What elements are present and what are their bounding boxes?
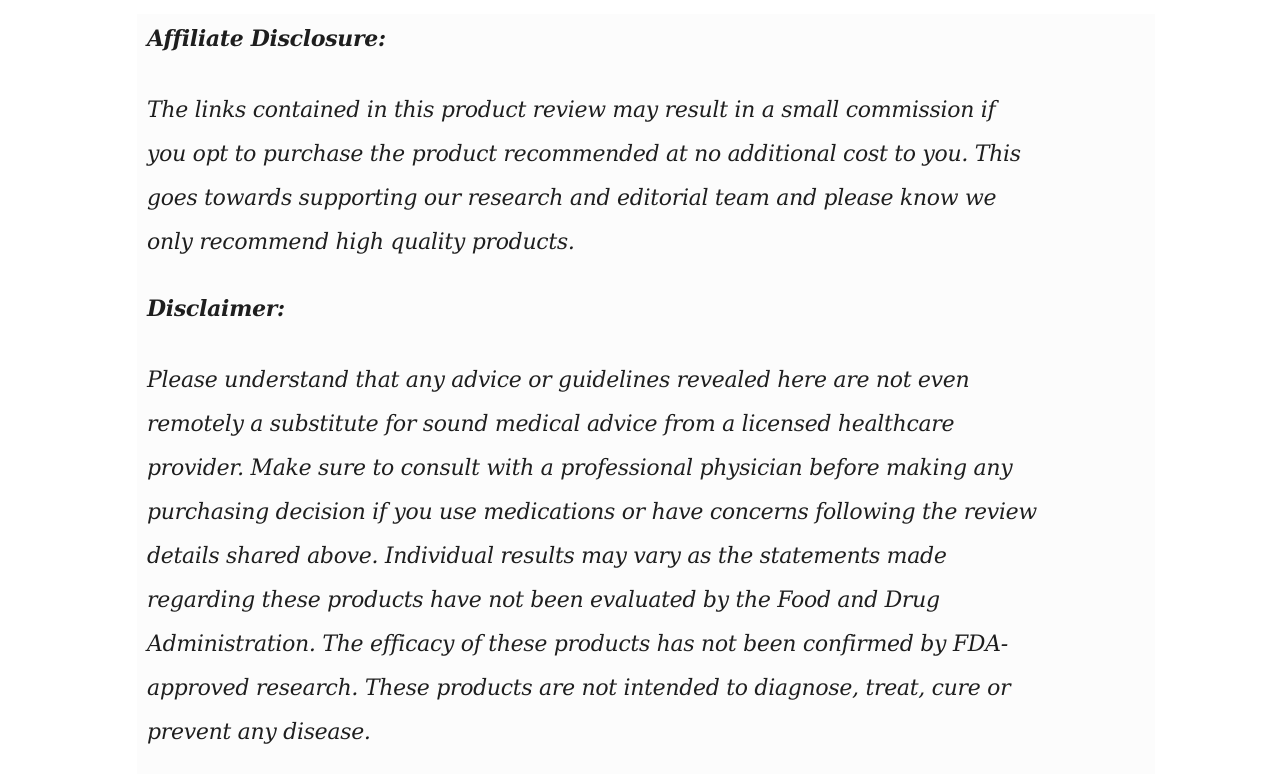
disclaimer-heading: Disclaimer: bbox=[147, 296, 285, 322]
text-line: you opt to purchase the product recommen… bbox=[147, 142, 1021, 167]
disclosure-container bbox=[137, 14, 1155, 774]
text-line: details shared above. Individual results… bbox=[147, 544, 947, 569]
text-line: only recommend high quality products. bbox=[147, 230, 575, 255]
text-line: remotely a substitute for sound medical … bbox=[147, 412, 955, 437]
text-line: provider. Make sure to consult with a pr… bbox=[147, 456, 1013, 481]
text-line: regarding these products have not been e… bbox=[147, 588, 940, 613]
text-line: The links contained in this product revi… bbox=[147, 98, 996, 123]
text-line: goes towards supporting our research and… bbox=[147, 186, 997, 211]
disclaimer-text: Please understand that any advice or gui… bbox=[147, 359, 1037, 755]
text-line: purchasing decision if you use medicatio… bbox=[147, 500, 1037, 525]
affiliate-disclosure-text: The links contained in this product revi… bbox=[147, 89, 1021, 265]
affiliate-disclosure-heading: Affiliate Disclosure: bbox=[147, 26, 386, 52]
text-line: Administration. The efficacy of these pr… bbox=[147, 632, 1008, 657]
text-line: Please understand that any advice or gui… bbox=[147, 368, 970, 393]
text-line: prevent any disease. bbox=[147, 720, 371, 745]
text-line: approved research. These products are no… bbox=[147, 676, 1011, 701]
